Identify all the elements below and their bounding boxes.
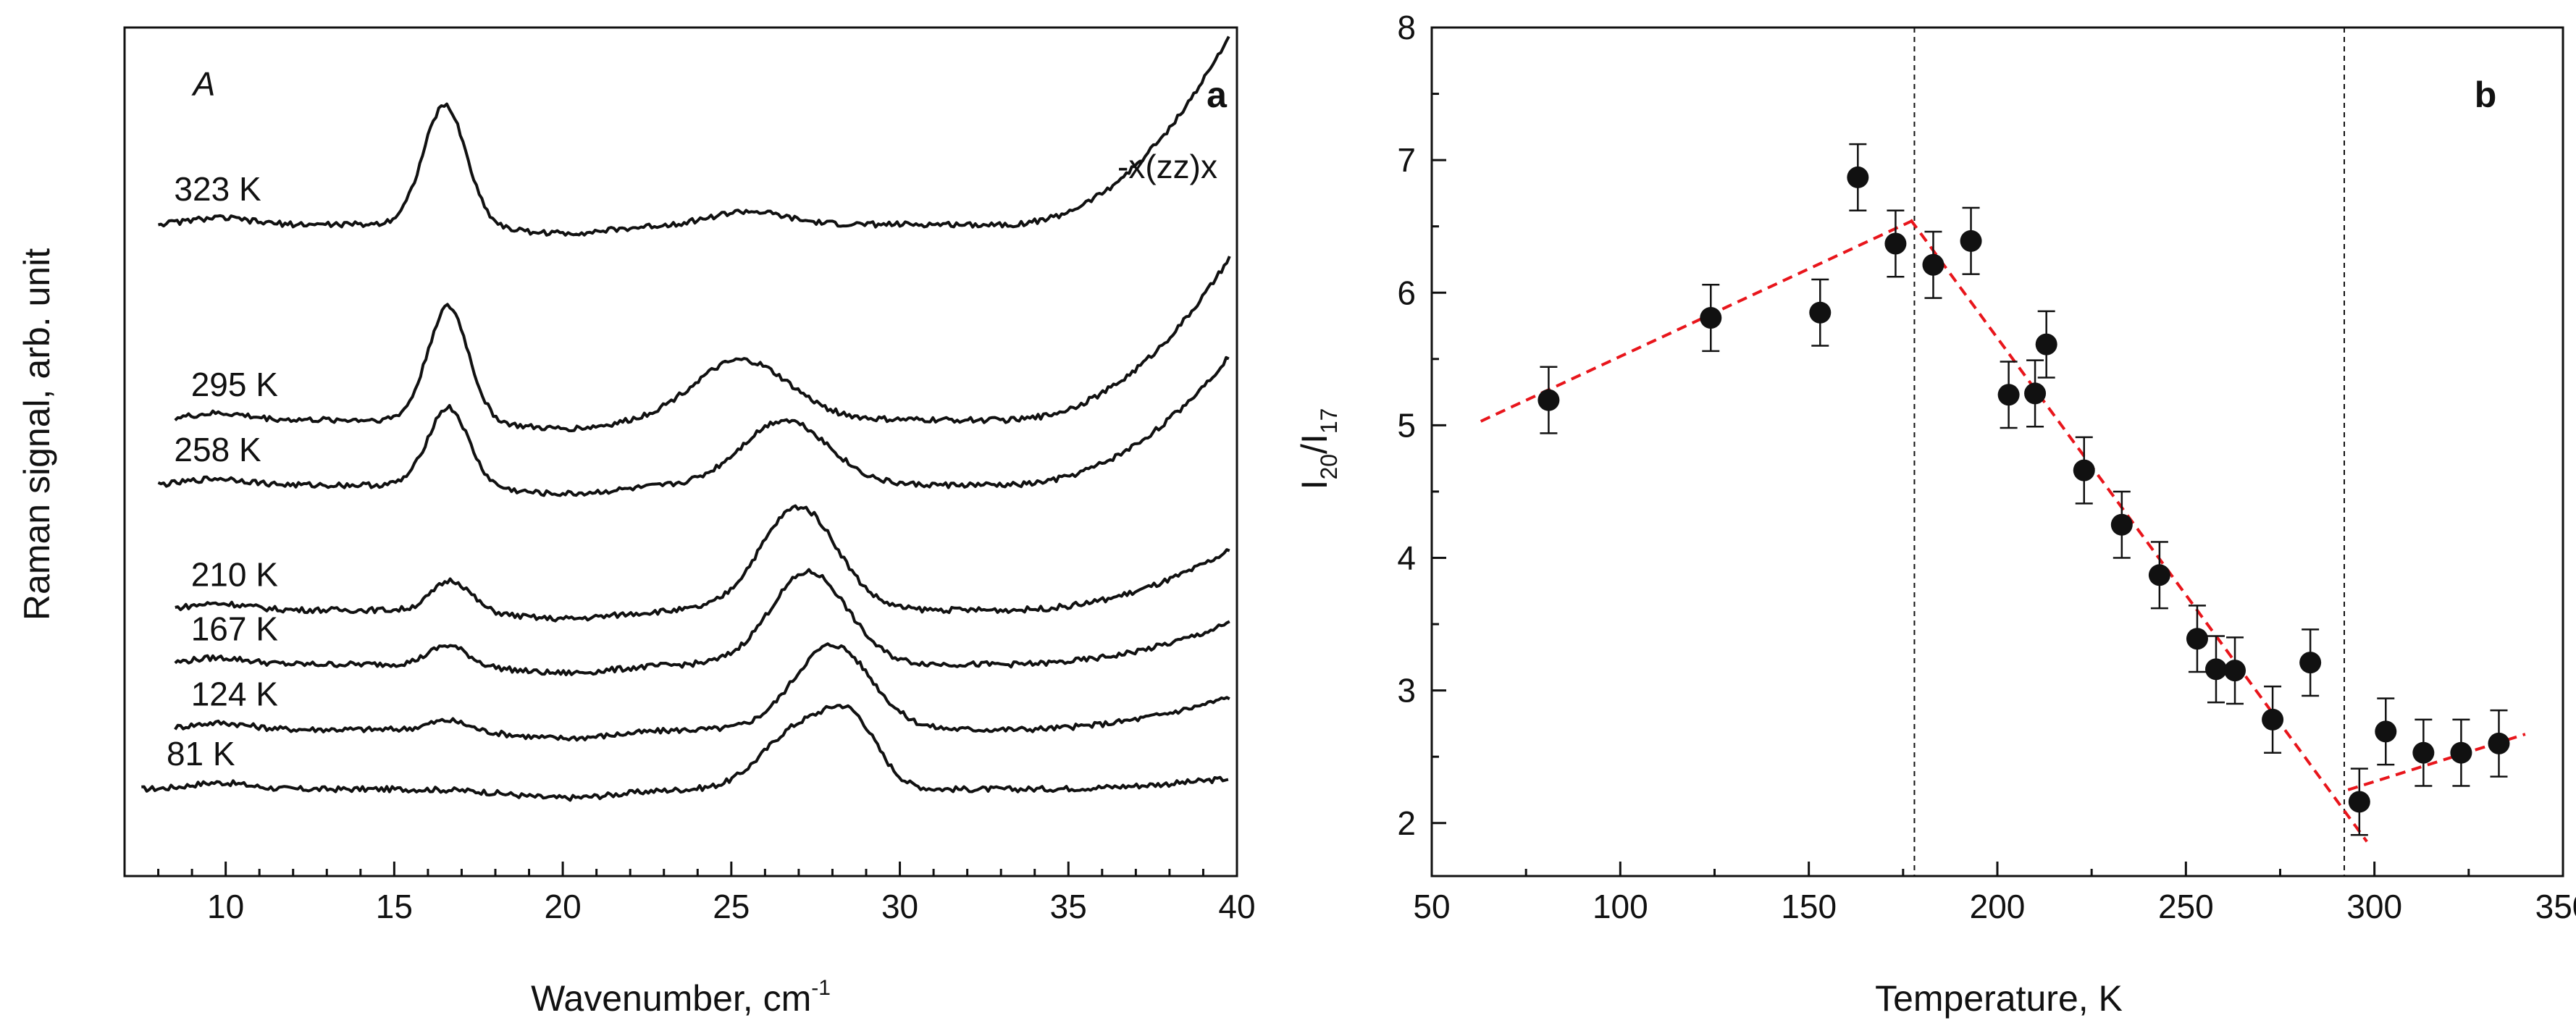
- panel-b-ticks: 50 100 150 200 250 300 350 2 3 4 5 6 7 8: [1397, 9, 2576, 925]
- b-data-point: [2204, 658, 2227, 681]
- panel-b-frame: [1430, 26, 2564, 878]
- a-x-tick-label: 25: [713, 888, 750, 925]
- panel-a-raman-spectra: 81 K 124 K 167 K 210 K 258 K 295 K 323 K 10 15 2…: [17, 26, 1256, 1019]
- b-fit-low-line: [1480, 218, 1916, 423]
- panel-b-y-label-sub1: 20: [1316, 454, 1342, 480]
- spectrum-line-295k: [174, 256, 1231, 432]
- panel-b-x-axis-label: Temperature, K: [1875, 978, 2123, 1019]
- panel-b-y-label-sub2: 17: [1316, 408, 1342, 434]
- b-data-point: [2299, 652, 2322, 674]
- b-x-tick-label: 50: [1413, 888, 1450, 925]
- spectrum-label-167k: 167 K: [191, 610, 279, 648]
- panel-a-y-axis-label: Raman signal, arb. unit: [17, 248, 57, 620]
- panel-a-letter: a: [1207, 75, 1228, 115]
- b-fit-mid-line: [1909, 219, 2368, 843]
- spectrum-line-323k: [158, 35, 1230, 237]
- b-data-point: [1537, 389, 1560, 411]
- b-y-tick-label: 3: [1397, 672, 1416, 710]
- b-data-point: [2024, 382, 2047, 405]
- panel-a-x-axis-label-text: Wavenumber, cm: [531, 978, 811, 1019]
- b-data-point: [1960, 230, 1982, 252]
- b-x-tick-label: 150: [1781, 888, 1837, 925]
- b-y-tick-label: 6: [1397, 274, 1416, 311]
- spectrum-line-124k: [174, 642, 1230, 742]
- a-x-tick-label: 15: [376, 888, 413, 925]
- b-data-point: [1922, 253, 1944, 276]
- a-x-tick-label: 20: [545, 888, 582, 925]
- panel-a-polarization: -x(zz)x: [1117, 148, 1217, 185]
- panel-a-series-group: 81 K 124 K 167 K 210 K 258 K 295 K 323 K: [141, 35, 1231, 802]
- panel-b-fit-lines: [1480, 218, 2526, 843]
- b-data-point: [2035, 333, 2057, 355]
- b-data-point: [2375, 720, 2397, 743]
- a-x-tick-label: 40: [1218, 888, 1255, 925]
- b-data-point: [2348, 791, 2370, 813]
- panel-b-y-axis-label: I20/I17: [1294, 408, 1342, 490]
- b-data-point: [2073, 459, 2095, 481]
- b-y-tick-label: 8: [1397, 9, 1416, 46]
- b-data-point: [2224, 660, 2246, 682]
- panel-a-frame: [123, 26, 1238, 878]
- b-y-tick-label: 7: [1397, 141, 1416, 179]
- spectrum-label-124k: 124 K: [191, 676, 279, 713]
- panel-a-corner-label: A: [191, 65, 216, 103]
- b-y-tick-label: 2: [1397, 804, 1416, 842]
- spectrum-label-81k: 81 K: [167, 735, 235, 773]
- b-data-point: [2186, 628, 2208, 650]
- b-data-point: [2450, 741, 2472, 764]
- spectrum-label-210k: 210 K: [191, 556, 279, 594]
- b-x-tick-label: 300: [2346, 888, 2402, 925]
- panel-b-letter: b: [2475, 75, 2497, 115]
- spectrum-label-258k: 258 K: [174, 431, 261, 468]
- panel-b-data-points: [1537, 143, 2510, 836]
- panel-a-x-ticks: 10 15 20 25 30 35 40: [157, 862, 1256, 925]
- b-y-tick-label: 4: [1397, 539, 1416, 577]
- b-data-point: [1884, 232, 1907, 255]
- b-x-tick-label: 100: [1593, 888, 1648, 925]
- panel-b-intensity-ratio: 50 100 150 200 250 300 350 2 3 4 5 6 7 8 b Temperatur…: [1294, 9, 2576, 1019]
- spectrum-line-258k: [157, 355, 1230, 497]
- b-x-tick-label: 350: [2535, 888, 2576, 925]
- b-data-point: [2110, 513, 2133, 536]
- b-data-point: [2148, 564, 2170, 586]
- spectrum-label-295k: 295 K: [191, 366, 279, 403]
- panel-a-x-axis-label-sup: -1: [811, 976, 831, 1000]
- b-data-point: [1809, 301, 1832, 324]
- a-x-tick-label: 35: [1050, 888, 1087, 925]
- panel-b-y-label-mid: /I: [1294, 434, 1335, 454]
- panel-a-x-axis-label: Wavenumber, cm-1: [531, 976, 831, 1019]
- b-data-point: [2262, 708, 2284, 731]
- spectrum-line-81k: [141, 704, 1229, 802]
- spectrum-label-323k: 323 K: [174, 170, 261, 208]
- b-y-tick-label: 5: [1397, 406, 1416, 444]
- b-data-point: [2488, 732, 2510, 754]
- panel-b-y-label-i: I: [1294, 480, 1335, 490]
- a-x-tick-label: 10: [207, 888, 244, 925]
- b-data-point: [1997, 384, 2020, 406]
- spectrum-line-167k: [174, 568, 1230, 676]
- b-data-point: [2412, 741, 2435, 764]
- b-data-point: [1700, 307, 1722, 329]
- b-data-point: [1847, 166, 1869, 188]
- panel-b-vertical-guides: [1913, 28, 2346, 876]
- b-x-tick-label: 250: [2158, 888, 2214, 925]
- b-x-tick-label: 200: [1970, 888, 2026, 925]
- spectrum-line-210k: [175, 504, 1230, 623]
- a-x-tick-label: 30: [881, 888, 918, 925]
